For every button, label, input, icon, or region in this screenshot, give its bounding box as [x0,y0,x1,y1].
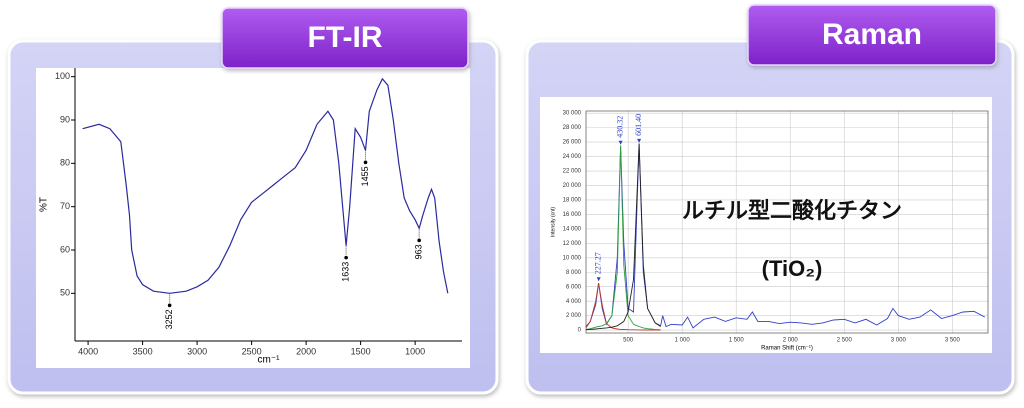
title-tab [221,7,469,69]
peak-marker [637,138,642,143]
chart-area [540,97,992,353]
y-tick-label: 18 000 [563,198,582,204]
peak-marker [363,160,368,165]
peak-label: 601.40 [634,114,643,136]
peak-marker [167,303,172,308]
x-tick-label: 2 000 [783,338,799,344]
y-tick-label: 4 000 [566,299,582,305]
y-tick-label: 30 000 [563,111,582,117]
y-tick-label: 8 000 [566,270,582,276]
x-tick-label: 500 [623,338,634,344]
y-tick-label: 12 000 [563,241,582,247]
x-tick-label: 1000 [405,346,425,356]
peak-label: 963 [414,244,424,259]
chart-area [36,68,470,368]
chart-note: (TiO₂) [762,256,823,281]
y-tick-label: 0 [578,328,582,334]
peak-label: 430.32 [615,116,624,138]
title-tab [747,4,997,66]
peak-marker [618,140,623,145]
spectrum-line [585,283,661,331]
spectrum-line [585,143,661,331]
x-tick-label: 3000 [187,346,207,356]
peak-label: 1455 [360,166,370,186]
peak-label: 3252 [164,309,174,329]
plot-frame [585,110,989,334]
chart-title: Raman [822,18,922,51]
y-tick-label: 90 [60,114,70,124]
y-tick-label: 20 000 [563,183,582,189]
y-tick-label: 24 000 [563,154,582,160]
chart-note: ルチル型二酸化チタン [682,198,902,223]
x-tick-label: 4000 [78,346,98,356]
x-tick-label: 3500 [133,346,153,356]
y-tick-label: 10 000 [563,255,582,261]
x-axis-label: Raman Shift (cm⁻¹) [761,346,813,352]
y-tick-label: 2 000 [566,313,582,319]
y-tick-label: 22 000 [563,169,582,175]
peak-label: 227.27 [594,252,603,274]
chart-title: FT-IR [308,21,383,54]
peak-marker [344,255,348,260]
x-axis-label: cm⁻¹ [258,355,281,366]
x-tick-label: 1500 [351,346,371,356]
y-tick-label: 60 [60,244,70,254]
x-tick-label: 2000 [296,346,316,356]
x-tick-label: 1 500 [729,338,745,344]
y-tick-label: 50 [60,288,70,298]
y-axis-label: %T [39,197,50,212]
y-tick-label: 80 [60,158,70,168]
x-tick-label: 2500 [242,346,262,356]
x-tick-label: 3 000 [891,338,907,344]
y-tick-label: 100 [55,71,70,81]
y-tick-label: 26 000 [563,140,582,146]
y-tick-label: 14 000 [563,226,582,232]
peak-marker [596,277,601,282]
y-axis-label: Intensity (cnt) [550,207,556,237]
y-tick-label: 70 [60,201,70,211]
y-tick-label: 6 000 [566,284,582,290]
y-tick-label: 16 000 [563,212,582,218]
y-tick-label: 28 000 [563,125,582,131]
spectrum-line [585,145,661,331]
x-tick-label: 2 500 [837,338,853,344]
x-tick-label: 1 000 [675,338,691,344]
peak-label: 1633 [340,262,350,282]
x-tick-label: 3 500 [945,338,961,344]
peak-marker [417,238,421,243]
spectrum-line [82,77,449,294]
